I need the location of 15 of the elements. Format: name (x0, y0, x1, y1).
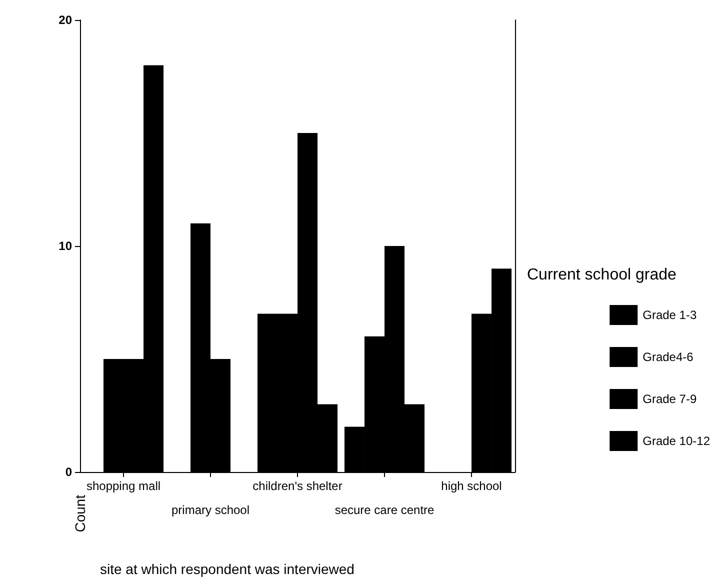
legend-label: Grade 1-3 (642, 308, 697, 322)
x-tick-label: shopping mall (86, 479, 161, 493)
y-axis-title: Count (72, 494, 88, 532)
y-tick-label: 10 (58, 239, 72, 253)
x-axis-title: site at which respondent was interviewed (100, 561, 354, 577)
legend-label: Grade 7-9 (642, 392, 697, 406)
y-tick-label: 0 (65, 465, 72, 479)
legend-label: Grade4-6 (642, 350, 694, 364)
legend-label: Grade 10-12 (642, 434, 710, 448)
x-tick-label: secure care centre (334, 503, 435, 517)
y-tick-label: 20 (58, 13, 72, 27)
legend-title: Current school grade (527, 266, 677, 284)
x-tick-label: high school (441, 479, 502, 493)
x-tick-label: primary school (171, 503, 250, 517)
x-tick-label: children's shelter (252, 479, 342, 493)
